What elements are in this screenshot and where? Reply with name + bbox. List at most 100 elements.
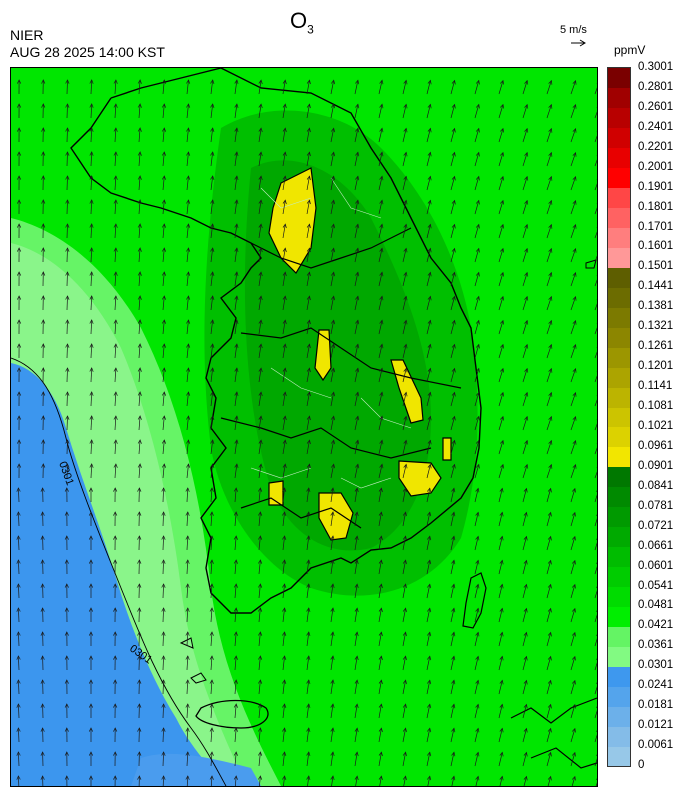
wind-arrow: [522, 680, 527, 695]
wind-arrow: [162, 128, 165, 143]
wind-arrow-head: [524, 199, 529, 205]
wind-arrow-head: [41, 271, 46, 276]
wind-arrow-head: [500, 319, 505, 325]
wind-arrow-head: [65, 415, 70, 420]
wind-arrow-head: [282, 607, 287, 613]
wind-arrow: [18, 535, 20, 551]
wind-arrow-head: [306, 391, 311, 397]
wind-arrow-head: [475, 79, 480, 85]
wind-arrow: [258, 368, 262, 383]
wind-arrow: [306, 152, 310, 167]
wind-arrow-head: [64, 583, 69, 588]
wind-arrow: [546, 392, 552, 407]
wind-arrow-head: [427, 463, 432, 469]
wind-arrow: [594, 542, 597, 551]
wind-arrow-head: [500, 415, 505, 421]
wind-arrow-head: [89, 415, 94, 420]
wind-arrow-head: [475, 559, 480, 565]
wind-arrow-head: [16, 559, 21, 564]
wind-arrow: [282, 152, 286, 167]
wind-arrow-head: [403, 151, 408, 157]
wind-arrow-head: [524, 79, 529, 85]
wind-arrow: [90, 343, 93, 359]
wind-arrow: [306, 440, 310, 455]
wind-arrow-head: [258, 463, 263, 469]
wind-arrow: [426, 464, 431, 479]
wind-arrow: [426, 80, 431, 95]
wind-arrow: [114, 367, 117, 383]
wind-arrow: [186, 535, 189, 551]
wind-arrow: [378, 80, 383, 95]
wind-arrow-head: [40, 727, 45, 732]
wind-arrow: [18, 703, 20, 719]
wind-arrow-head: [475, 127, 480, 133]
wind-arrow: [546, 680, 552, 695]
wind-arrow-head: [548, 223, 553, 229]
wind-arrow-head: [210, 367, 215, 373]
wind-arrow-head: [475, 487, 480, 493]
wind-arrow-head: [306, 79, 311, 85]
wind-arrow-head: [354, 727, 359, 733]
wind-arrow-head: [88, 775, 94, 780]
wind-arrow-head: [40, 679, 45, 684]
wind-arrow-head: [40, 703, 45, 708]
wind-arrow: [402, 680, 406, 695]
wind-arrow-head: [379, 223, 384, 229]
wind-arrow-head: [41, 223, 46, 228]
wind-arrow-head: [186, 175, 191, 180]
wind-arrow-head: [282, 535, 287, 541]
colorbar-tick-label: 0.0061: [638, 739, 674, 752]
colorbar-tick-label: 0.2601: [638, 100, 674, 113]
wind-arrow-head: [403, 247, 408, 253]
wind-arrow: [522, 584, 527, 599]
colorbar-segment: [608, 207, 630, 229]
wind-arrow-head: [403, 391, 408, 397]
wind-arrow: [474, 416, 480, 431]
wind-arrow-head: [379, 247, 384, 253]
wind-arrow-head: [233, 559, 238, 564]
title-text: O: [290, 8, 308, 33]
wind-arrow: [186, 392, 189, 407]
wind-arrow-head: [500, 367, 505, 373]
wind-arrow-head: [89, 343, 94, 348]
wind-arrow: [210, 200, 214, 215]
wind-arrow: [186, 200, 189, 215]
wind-arrow-head: [282, 655, 287, 661]
wind-arrow: [138, 103, 141, 119]
wind-arrow-head: [451, 103, 456, 109]
colorbar-tick-label: 0.1381: [638, 300, 674, 313]
wind-arrow: [450, 152, 455, 167]
wind-arrow-head: [161, 295, 167, 300]
wind-arrow: [234, 655, 237, 671]
wind-arrow: [498, 272, 504, 287]
wind-arrow-head: [137, 487, 142, 492]
ozone-map[interactable]: 0301 0301: [10, 67, 598, 787]
wind-arrow: [498, 704, 503, 719]
datetime-label: AUG 28 2025 14:00 KST: [10, 44, 165, 60]
wind-arrow: [546, 464, 552, 479]
wind-arrow-head: [500, 79, 505, 85]
colorbar-tick-label: 0.2401: [638, 120, 674, 133]
wind-arrow: [90, 79, 93, 95]
wind-arrow: [402, 440, 407, 455]
wind-arrow-head: [402, 751, 407, 757]
wind-arrow: [282, 80, 286, 95]
wind-arrow: [522, 368, 528, 383]
wind-arrow: [450, 368, 455, 383]
wind-arrow: [354, 512, 358, 527]
colorbar-tick-label: 0.1261: [638, 340, 674, 353]
wind-arrow: [306, 584, 310, 599]
colorbar-segment: [608, 486, 630, 508]
wind-arrow-head: [354, 631, 359, 637]
wind-arrow: [474, 392, 480, 407]
wind-arrow-head: [186, 295, 191, 300]
wind-arrow: [306, 176, 310, 191]
wind-arrow: [114, 463, 117, 479]
hotspot-central: [314, 329, 332, 382]
wind-arrow: [307, 776, 310, 786]
wind-arrow-head: [282, 199, 287, 205]
wind-arrow-head: [161, 655, 166, 660]
wind-arrow: [474, 128, 480, 143]
wind-arrow-head: [547, 511, 552, 517]
wind-arrow-head: [88, 751, 94, 756]
